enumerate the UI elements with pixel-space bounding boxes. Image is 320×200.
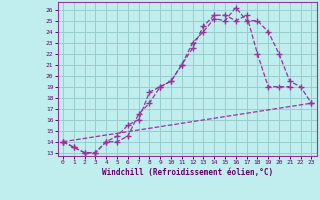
- X-axis label: Windchill (Refroidissement éolien,°C): Windchill (Refroidissement éolien,°C): [102, 168, 273, 177]
